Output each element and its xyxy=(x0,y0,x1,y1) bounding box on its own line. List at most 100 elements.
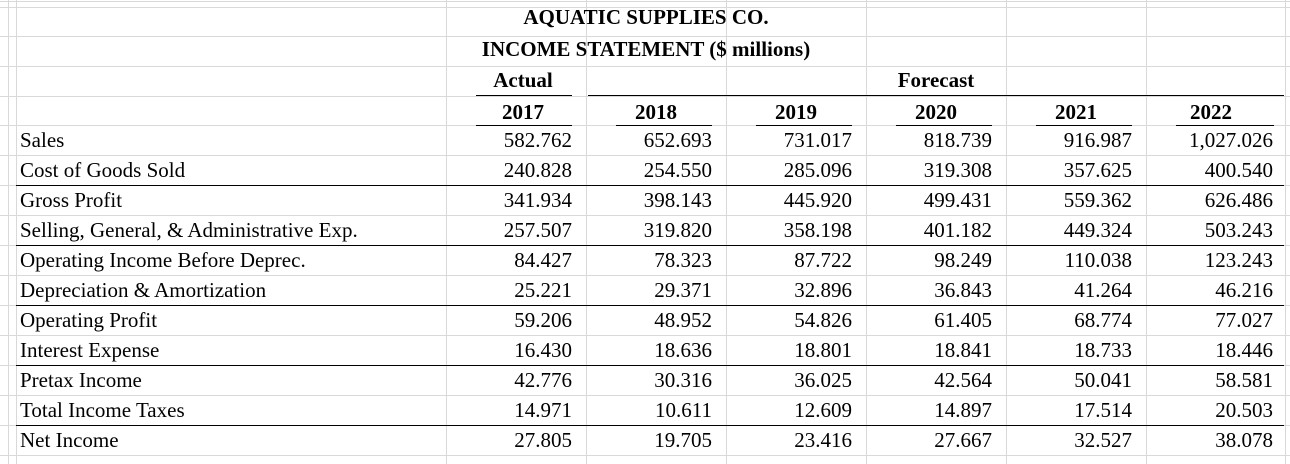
value-cell: 87.722 xyxy=(794,248,852,272)
value-cell: 32.896 xyxy=(794,278,852,302)
value-cell: 18.801 xyxy=(794,338,852,362)
value-cell: 503.243 xyxy=(1204,218,1273,242)
value-cell: 41.264 xyxy=(1074,278,1132,302)
value-cell: 48.952 xyxy=(654,308,712,332)
row-label: Pretax Income xyxy=(20,368,142,392)
forecast-underline xyxy=(588,95,1284,96)
value-cell: 123.243 xyxy=(1204,248,1273,272)
value-cell: 58.581 xyxy=(1215,368,1273,392)
subtotal-underline xyxy=(16,305,1284,306)
year-underline xyxy=(476,125,572,126)
subtotal-underline xyxy=(16,245,1284,246)
value-cell: 285.096 xyxy=(783,158,852,182)
value-cell: 36.843 xyxy=(934,278,992,302)
year-header: 2021 xyxy=(1055,100,1097,124)
year-underline xyxy=(616,125,712,126)
actual-header: Actual xyxy=(493,68,553,92)
value-cell: 50.041 xyxy=(1074,368,1132,392)
value-cell: 32.527 xyxy=(1074,428,1132,452)
row-label: Depreciation & Amortization xyxy=(20,278,267,302)
value-cell: 68.774 xyxy=(1074,308,1132,332)
value-cell: 240.828 xyxy=(503,158,572,182)
year-header: 2022 xyxy=(1190,100,1232,124)
row-label: Interest Expense xyxy=(20,338,160,362)
row-label: Operating Profit xyxy=(20,308,158,332)
row-label: Net Income xyxy=(20,428,119,452)
value-cell: 18.841 xyxy=(934,338,992,362)
row-label: Gross Profit xyxy=(20,188,123,212)
value-cell: 19.705 xyxy=(654,428,712,452)
row-label: Sales xyxy=(20,128,65,152)
statement-title: INCOME STATEMENT ($ millions) xyxy=(481,37,811,61)
year-underline xyxy=(756,125,852,126)
value-cell: 499.431 xyxy=(923,188,992,212)
row-label: Total Income Taxes xyxy=(20,398,185,422)
value-cell: 20.503 xyxy=(1215,398,1273,422)
value-cell: 27.805 xyxy=(514,428,572,452)
subtotal-underline xyxy=(16,425,1284,426)
value-cell: 257.507 xyxy=(503,218,572,242)
year-header: 2018 xyxy=(635,100,677,124)
value-cell: 59.206 xyxy=(514,308,572,332)
value-cell: 23.416 xyxy=(794,428,852,452)
year-header: 2017 xyxy=(502,100,544,124)
year-underline xyxy=(1176,125,1274,126)
value-cell: 731.017 xyxy=(783,128,852,152)
value-cell: 445.920 xyxy=(783,188,852,212)
value-cell: 38.078 xyxy=(1215,428,1273,452)
value-cell: 398.143 xyxy=(643,188,712,212)
value-cell: 254.550 xyxy=(643,158,712,182)
value-cell: 652.693 xyxy=(643,128,712,152)
value-cell: 77.027 xyxy=(1215,308,1273,332)
value-cell: 12.609 xyxy=(794,398,852,422)
value-cell: 18.636 xyxy=(654,338,712,362)
value-cell: 36.025 xyxy=(794,368,852,392)
value-cell: 84.427 xyxy=(514,248,572,272)
row-label: Cost of Goods Sold xyxy=(20,158,186,182)
subtotal-underline xyxy=(16,365,1284,366)
value-cell: 46.216 xyxy=(1215,278,1273,302)
value-cell: 61.405 xyxy=(934,308,992,332)
value-cell: 78.323 xyxy=(654,248,712,272)
value-cell: 319.820 xyxy=(643,218,712,242)
value-cell: 10.611 xyxy=(655,398,712,422)
value-cell: 582.762 xyxy=(503,128,572,152)
year-underline xyxy=(1036,125,1132,126)
value-cell: 42.564 xyxy=(934,368,992,392)
value-cell: 818.739 xyxy=(923,128,992,152)
value-cell: 358.198 xyxy=(783,218,852,242)
value-cell: 30.316 xyxy=(654,368,712,392)
subtotal-underline xyxy=(16,185,1284,186)
year-underline xyxy=(896,125,992,126)
value-cell: 341.934 xyxy=(503,188,572,212)
value-cell: 98.249 xyxy=(934,248,992,272)
value-cell: 18.733 xyxy=(1074,338,1132,362)
value-cell: 29.371 xyxy=(654,278,712,302)
value-cell: 54.826 xyxy=(794,308,852,332)
company-title: AQUATIC SUPPLIES CO. xyxy=(523,5,769,29)
value-cell: 1,027.026 xyxy=(1189,128,1273,152)
value-cell: 559.362 xyxy=(1063,188,1132,212)
value-cell: 17.514 xyxy=(1074,398,1132,422)
value-cell: 400.540 xyxy=(1204,158,1273,182)
row-label: Selling, General, & Administrative Exp. xyxy=(20,218,358,242)
value-cell: 110.038 xyxy=(1064,248,1132,272)
value-cell: 14.897 xyxy=(934,398,992,422)
value-cell: 916.987 xyxy=(1063,128,1132,152)
value-cell: 319.308 xyxy=(923,158,992,182)
actual-underline xyxy=(476,95,572,96)
value-cell: 27.667 xyxy=(934,428,992,452)
value-cell: 401.182 xyxy=(923,218,992,242)
value-cell: 25.221 xyxy=(514,278,572,302)
value-cell: 18.446 xyxy=(1215,338,1273,362)
value-cell: 42.776 xyxy=(514,368,572,392)
value-cell: 626.486 xyxy=(1204,188,1273,212)
value-cell: 357.625 xyxy=(1063,158,1132,182)
value-cell: 449.324 xyxy=(1063,218,1132,242)
year-header: 2020 xyxy=(915,100,957,124)
year-header: 2019 xyxy=(775,100,817,124)
value-cell: 14.971 xyxy=(514,398,572,422)
value-cell: 16.430 xyxy=(514,338,572,362)
row-label: Operating Income Before Deprec. xyxy=(20,248,306,272)
forecast-header: Forecast xyxy=(897,68,975,92)
